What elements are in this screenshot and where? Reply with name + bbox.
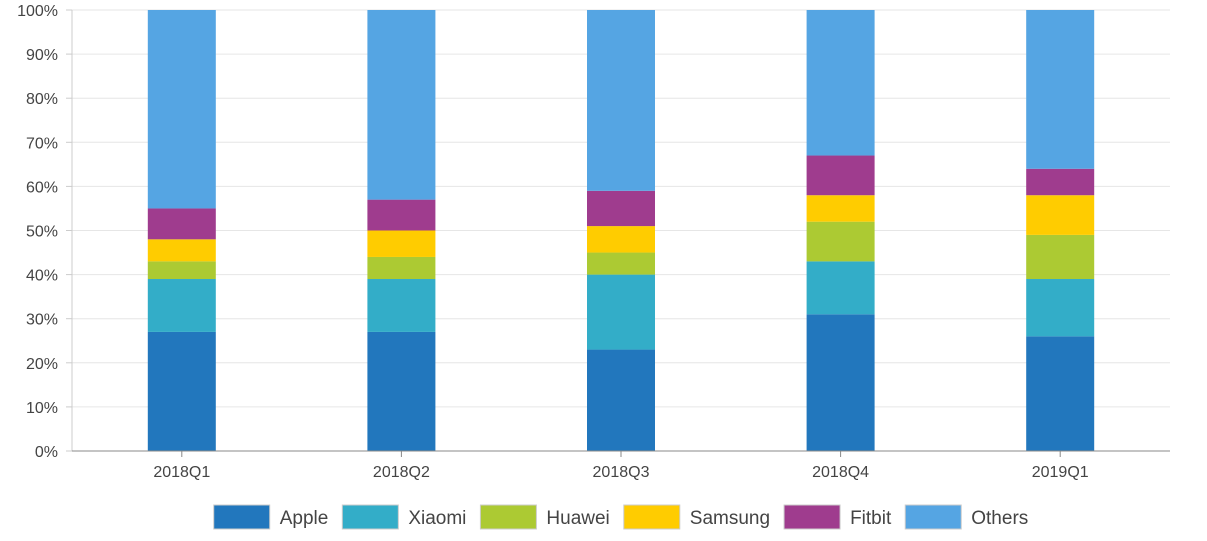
- legend-swatch-fitbit: [783, 504, 841, 530]
- y-tick-label: 30%: [26, 312, 58, 329]
- bar-segment-apple-2018q4: [806, 314, 875, 451]
- bar-segment-fitbit-2018q4: [806, 155, 875, 196]
- bar-segment-xiaomi-2018q4: [806, 261, 875, 315]
- legend: Apple Xiaomi Huawei Samsung Fitbit Others: [213, 504, 1028, 530]
- bar-segment-huawei-2019q1: [1026, 234, 1095, 280]
- bar-segment-xiaomi-2018q3: [587, 274, 655, 350]
- y-tick-label: 10%: [26, 400, 58, 417]
- legend-swatch-apple: [213, 504, 271, 530]
- y-tick-label: 0%: [35, 444, 58, 461]
- bar-segment-others-2018q1: [147, 10, 216, 209]
- bar-segment-samsung-2018q4: [806, 195, 875, 222]
- y-tick-labels: 0% 10% 20% 30% 40% 50% 60% 70% 80% 90% 100%: [17, 3, 58, 461]
- bar-segment-fitbit-2018q2: [367, 199, 436, 231]
- legend-swatch-xiaomi: [341, 504, 399, 530]
- bar-segment-samsung-2018q3: [587, 226, 655, 253]
- bar-segment-others-2019q1: [1026, 10, 1095, 169]
- y-tick-label: 60%: [26, 179, 58, 196]
- legend-swatch-others: [904, 504, 962, 530]
- legend-label-fitbit: Fitbit: [850, 508, 892, 529]
- bar-segment-others-2018q2: [367, 10, 436, 200]
- bar-segment-others-2018q3: [587, 10, 655, 191]
- x-tick-label: 2018Q1: [153, 464, 210, 481]
- bar-segment-apple-2019q1: [1026, 336, 1095, 451]
- legend-label-samsung: Samsung: [690, 508, 770, 529]
- x-tick-label: 2018Q4: [812, 464, 869, 481]
- y-tick-label: 40%: [26, 268, 58, 285]
- legend-label-xiaomi: Xiaomi: [408, 508, 466, 529]
- bar-segment-huawei-2018q1: [147, 261, 216, 280]
- y-tick-label: 100%: [17, 3, 58, 20]
- bar-segment-fitbit-2019q1: [1026, 168, 1095, 196]
- bars: [147, 10, 1095, 451]
- bar-segment-xiaomi-2018q2: [367, 279, 436, 332]
- legend-label-apple: Apple: [280, 508, 329, 529]
- x-tick-label: 2019Q1: [1032, 464, 1089, 481]
- bar-segment-fitbit-2018q3: [587, 190, 655, 227]
- y-tick-label: 70%: [26, 135, 58, 152]
- x-tick-label: 2018Q3: [593, 464, 650, 481]
- y-tick-label: 20%: [26, 356, 58, 373]
- bar-segment-huawei-2018q2: [367, 256, 436, 280]
- legend-label-others: Others: [971, 508, 1028, 529]
- bar-segment-apple-2018q1: [147, 331, 216, 451]
- bar-segment-xiaomi-2019q1: [1026, 279, 1095, 337]
- axes: [66, 9, 1170, 457]
- x-tick-labels: 2018Q1 2018Q2 2018Q3 2018Q4 2019Q1: [153, 464, 1088, 481]
- y-tick-label: 80%: [26, 91, 58, 108]
- bar-segment-huawei-2018q3: [587, 252, 655, 275]
- y-tick-label: 90%: [26, 47, 58, 64]
- y-tick-label: 50%: [26, 224, 58, 241]
- x-tick-label: 2018Q2: [373, 464, 430, 481]
- legend-label-huawei: Huawei: [546, 508, 609, 529]
- bar-segment-fitbit-2018q1: [147, 208, 216, 240]
- bar-segment-samsung-2018q2: [367, 230, 436, 257]
- bar-segment-apple-2018q2: [367, 331, 436, 451]
- bar-segment-huawei-2018q4: [806, 221, 875, 262]
- bar-segment-samsung-2019q1: [1026, 195, 1095, 235]
- bar-segment-others-2018q4: [806, 10, 875, 156]
- legend-swatch-huawei: [479, 504, 537, 530]
- bar-segment-xiaomi-2018q1: [147, 279, 216, 332]
- bar-segment-samsung-2018q1: [147, 239, 216, 262]
- legend-swatch-samsung: [623, 504, 681, 530]
- bar-segment-apple-2018q3: [587, 349, 655, 451]
